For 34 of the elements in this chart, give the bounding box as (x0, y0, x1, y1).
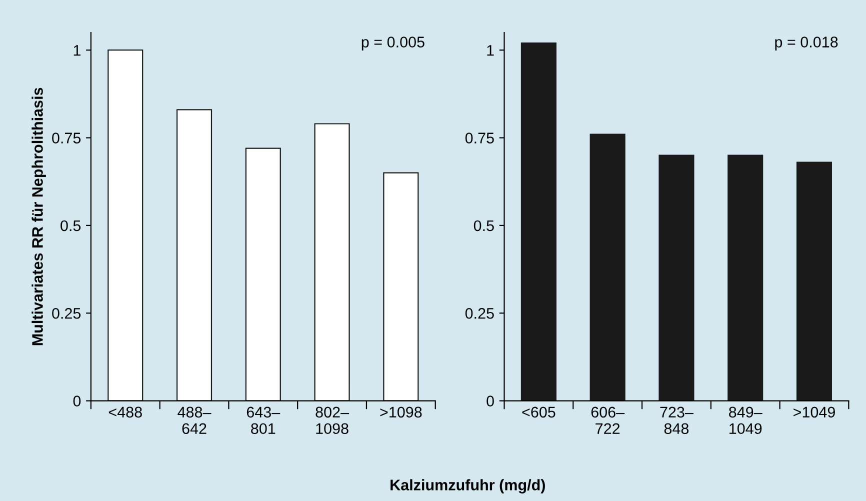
bar (728, 154, 764, 401)
y-tick-label: 0 (486, 396, 494, 406)
y-tick-label: 0 (73, 396, 81, 406)
bar (383, 172, 419, 401)
x-tick-label: 723– 848 (660, 406, 694, 434)
x-tick-label: <488 (108, 406, 142, 418)
annotation: p = 0.005 (362, 36, 424, 50)
bar (108, 50, 144, 401)
y-tick-label: 1 (487, 45, 494, 56)
y-tick-label: 0.25 (465, 308, 494, 319)
bar (796, 162, 832, 401)
x-tick-label: 849– 1049 (729, 406, 762, 434)
y-tick-label: 0.75 (52, 132, 81, 144)
y-tick-label: 1 (74, 45, 80, 56)
y-tick-label: 0.25 (52, 308, 81, 319)
bar (590, 134, 626, 401)
bar (176, 109, 212, 401)
x-tick-label: 488– 642 (178, 406, 212, 434)
x-tick-label: 802– 1098 (316, 406, 350, 434)
y-tick-label: 0.5 (60, 220, 81, 232)
y-axis-title: Multivariates RR für Nephrolithiasis (32, 88, 46, 346)
x-tick-label: 606– 722 (591, 406, 625, 434)
bar (314, 123, 350, 401)
x-tick-label: <605 (522, 406, 556, 418)
bar (520, 42, 556, 401)
x-axis-title: Kalziumzufuhr (mg/d) (390, 479, 545, 494)
annotation: p = 0.018 (775, 36, 838, 50)
bar (245, 148, 281, 401)
x-tick-label: >1049 (794, 406, 835, 418)
bar (658, 154, 694, 401)
y-tick-label: 0.5 (474, 220, 494, 232)
x-tick-label: 643– 801 (246, 406, 280, 434)
y-tick-label: 0.75 (465, 132, 494, 144)
x-tick-label: >1098 (380, 406, 422, 418)
